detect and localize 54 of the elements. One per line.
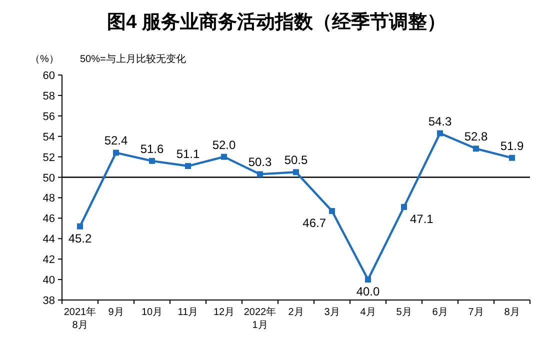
point: [221, 154, 227, 160]
y-tick-label: 58: [42, 90, 55, 102]
x-tick-label: 11月: [178, 307, 198, 318]
x-tick-label: 12月: [213, 307, 235, 318]
x-tick-label: 5月: [396, 307, 412, 318]
y-tick-label: 48: [42, 192, 55, 205]
text: 45.2: [68, 231, 92, 246]
x-tick-label: 2月: [288, 307, 304, 318]
text: 52.0: [212, 138, 236, 152]
text: 52.4: [104, 134, 128, 148]
y-axis-title: （%）: [30, 54, 59, 65]
y-tick-label: 44: [42, 234, 55, 246]
y-tick-label: 52: [42, 152, 55, 164]
y-tick-label: 46: [42, 213, 55, 226]
chart-title: 图4 服务业商务活动指数（经季节调整）: [107, 11, 446, 33]
point: [329, 208, 335, 214]
x-tick-label: 4月: [360, 307, 376, 318]
text: 54.3: [428, 114, 452, 128]
y-tick-label: 42: [42, 254, 55, 266]
text: 51.1: [176, 147, 200, 162]
y-tick-label: 50: [42, 172, 55, 184]
x-tick-label: 8月: [504, 307, 520, 318]
text: 51.6: [140, 142, 164, 156]
x-tick-label: 10月: [141, 307, 163, 318]
y-tick-label: 54: [42, 131, 55, 144]
point: [509, 154, 515, 161]
x-tick-label: 6月: [432, 307, 448, 318]
point: [257, 171, 263, 178]
y-tick-label: 60: [42, 70, 55, 82]
point: [473, 146, 479, 152]
point: [437, 130, 443, 136]
text: 50.3: [248, 155, 272, 170]
x-tick-label: 3月: [324, 307, 340, 318]
y-tick-label: 40: [42, 274, 55, 287]
point: [401, 204, 407, 210]
point: [365, 276, 371, 283]
point: [149, 158, 155, 164]
x-tick-label: 9月: [108, 307, 124, 318]
point: [113, 150, 119, 156]
text: 40.0: [356, 284, 380, 299]
text: 47.1: [410, 212, 434, 226]
x-tick-label: 7月: [468, 307, 484, 318]
text: 46.7: [302, 216, 326, 230]
y-tick-label: 38: [42, 295, 55, 307]
y-tick-label: 56: [42, 110, 55, 123]
text: 52.8: [464, 130, 488, 144]
text: 51.9: [500, 138, 524, 153]
text: 50.5: [284, 153, 308, 168]
x-tick-label: 2021年 8月: [64, 306, 96, 331]
point: [185, 163, 191, 170]
x-tick-label: 2022年 1月: [244, 306, 276, 331]
text: 50%=与上月比较无变化: [80, 53, 186, 65]
point: [77, 223, 83, 230]
point: [293, 169, 299, 176]
